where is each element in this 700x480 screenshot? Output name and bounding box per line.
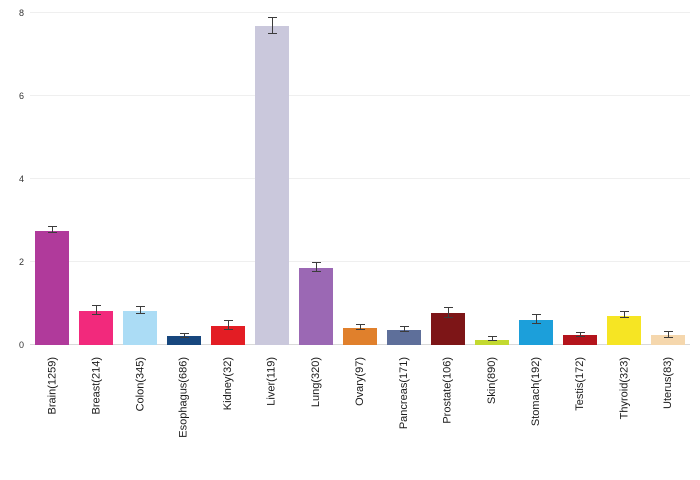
bar xyxy=(211,325,245,345)
error-bar xyxy=(91,305,101,315)
x-label-slot: Liver(119) xyxy=(250,351,294,476)
error-bar xyxy=(47,226,57,234)
x-label-slot: Skin(890) xyxy=(470,351,514,476)
x-tick-label: Kidney(32) xyxy=(222,357,234,411)
error-bar xyxy=(443,307,453,318)
bar-slot xyxy=(74,13,118,345)
bar xyxy=(299,267,333,345)
bar xyxy=(35,230,69,345)
bar xyxy=(607,315,641,345)
bar xyxy=(123,310,157,345)
error-bar xyxy=(531,313,541,325)
error-bar xyxy=(267,16,277,34)
gridline xyxy=(30,261,690,262)
x-tick-label: Thyroid(323) xyxy=(618,357,630,420)
x-label-slot: Colon(345) xyxy=(118,351,162,476)
x-axis-labels: Brain(1259) Breast(214) Colon(345) Esophagu… xyxy=(30,351,690,476)
x-tick-label: Colon(345) xyxy=(134,357,146,412)
error-bar xyxy=(619,311,629,318)
x-label-slot: Brain(1259) xyxy=(30,351,74,476)
error-bar xyxy=(575,332,585,337)
bar-slot xyxy=(382,13,426,345)
bar xyxy=(519,320,553,345)
x-label-slot: Prostate(106) xyxy=(426,351,470,476)
x-tick-label: Breast(214) xyxy=(90,357,102,415)
error-bar xyxy=(663,330,673,339)
error-bar xyxy=(223,320,233,330)
bar-slot xyxy=(470,13,514,345)
bar xyxy=(563,335,597,345)
bar xyxy=(475,339,509,345)
bar-slot xyxy=(558,13,602,345)
x-tick-label: Stomach(192) xyxy=(530,357,542,427)
y-tick-label: 4 xyxy=(18,174,24,184)
bar xyxy=(167,336,201,345)
x-label-slot: Ovary(97) xyxy=(338,351,382,476)
error-bar xyxy=(487,336,497,341)
x-label-slot: Uterus(83) xyxy=(646,351,690,476)
bar xyxy=(343,328,377,345)
bar xyxy=(431,313,465,345)
bar-slot xyxy=(294,13,338,345)
bar-slot xyxy=(426,13,470,345)
x-label-slot: Esophagus(686) xyxy=(162,351,206,476)
error-bar xyxy=(135,305,145,315)
plot-area xyxy=(30,12,690,345)
x-label-slot: Kidney(32) xyxy=(206,351,250,476)
x-tick-label: Lung(320) xyxy=(310,357,322,408)
gridline xyxy=(30,12,690,13)
bar-slot xyxy=(514,13,558,345)
error-bar xyxy=(311,261,321,272)
y-tick-label: 8 xyxy=(18,8,24,18)
bar-slot xyxy=(338,13,382,345)
x-tick-label: Ovary(97) xyxy=(354,357,366,406)
bar-slot xyxy=(30,13,74,345)
bar xyxy=(387,330,421,345)
x-tick-label: Skin(890) xyxy=(486,357,498,405)
bar xyxy=(79,310,113,345)
x-tick-label: Brain(1259) xyxy=(46,357,58,415)
bar-slot xyxy=(602,13,646,345)
x-label-slot: Stomach(192) xyxy=(514,351,558,476)
bar-slot xyxy=(646,13,690,345)
y-tick-label: 6 xyxy=(18,91,24,101)
y-tick-label: 0 xyxy=(18,340,24,350)
x-label-slot: Lung(320) xyxy=(294,351,338,476)
bar xyxy=(651,335,685,345)
bar-slot xyxy=(206,13,250,345)
x-tick-label: Prostate(106) xyxy=(442,357,454,424)
bar xyxy=(255,26,289,345)
x-tick-label: Liver(119) xyxy=(266,357,278,406)
x-label-slot: Pancreas(171) xyxy=(382,351,426,476)
x-tick-label: Pancreas(171) xyxy=(398,357,410,430)
error-bar xyxy=(179,332,189,338)
x-label-slot: Thyroid(323) xyxy=(602,351,646,476)
x-label-slot: Testis(172) xyxy=(558,351,602,476)
bar-slot xyxy=(162,13,206,345)
bars-container xyxy=(30,13,690,345)
gridline xyxy=(30,95,690,96)
error-bar xyxy=(399,326,409,332)
x-tick-label: Esophagus(686) xyxy=(178,357,190,438)
bar-slot xyxy=(118,13,162,345)
bar-slot xyxy=(250,13,294,345)
x-label-slot: Breast(214) xyxy=(74,351,118,476)
error-bar xyxy=(355,323,365,331)
x-tick-label: Testis(172) xyxy=(574,357,586,411)
x-tick-label: Uterus(83) xyxy=(662,357,674,409)
gridline xyxy=(30,178,690,179)
y-tick-label: 2 xyxy=(18,257,24,267)
